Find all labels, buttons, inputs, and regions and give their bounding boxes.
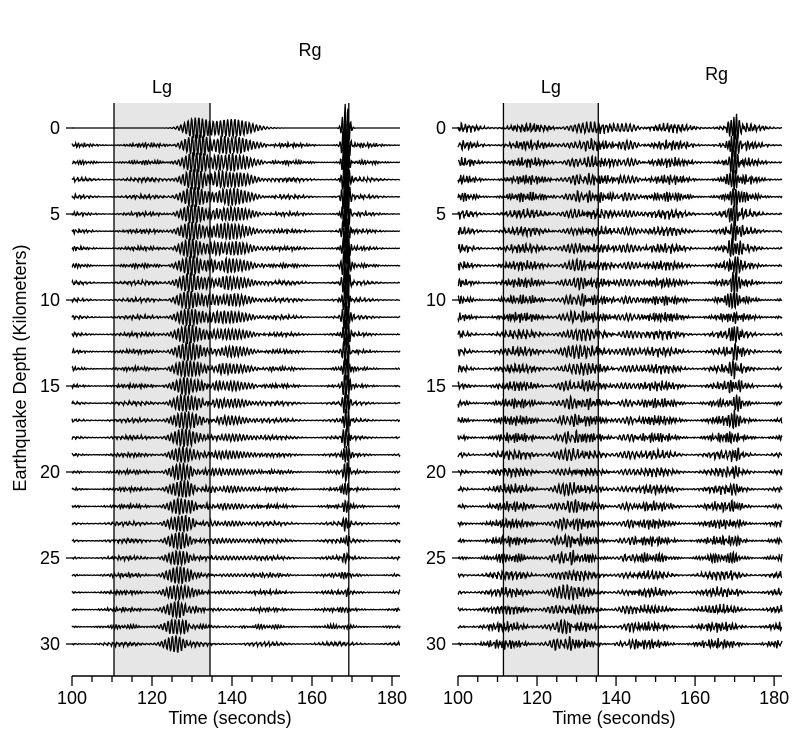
- lg-phase-label: Lg: [541, 77, 561, 97]
- seismogram-trace: [71, 635, 401, 653]
- x-tick-label: 120: [522, 688, 552, 708]
- x-tick-label: 180: [759, 688, 789, 708]
- seismogram-trace: [457, 256, 783, 279]
- x-tick-label: 100: [443, 688, 473, 708]
- seismogram-trace: [457, 409, 783, 430]
- x-axis-title: Time (seconds): [168, 708, 291, 728]
- seismogram-trace: [457, 549, 783, 566]
- seismogram-trace: [457, 603, 783, 616]
- seismogram-trace: [71, 391, 401, 414]
- traces: [457, 113, 783, 651]
- seismogram-trace: [457, 499, 783, 515]
- seismogram-trace: [457, 378, 783, 394]
- seismogram-trace: [71, 211, 401, 249]
- seismogram-trace: [72, 103, 400, 153]
- x-tick-label: 140: [601, 688, 631, 708]
- seismogram-trace: [71, 532, 401, 550]
- seismogram-trace: [71, 319, 401, 349]
- y-tick-label: 0: [50, 118, 60, 138]
- seismogram-trace: [457, 516, 783, 533]
- seismogram-trace: [71, 283, 401, 320]
- y-tick-label: 20: [40, 462, 60, 482]
- seismogram-trace: [71, 337, 401, 366]
- y-tick-label: 25: [426, 548, 446, 568]
- seismogram-trace: [457, 568, 783, 583]
- seismogram-trace: [457, 200, 783, 227]
- seismogram-trace: [71, 446, 401, 464]
- seismogram-trace: [457, 532, 783, 549]
- seismogram-trace: [71, 302, 401, 331]
- seismogram-trace: [71, 374, 401, 399]
- y-axis-title: Earthquake Depth (Kilometers): [10, 244, 30, 491]
- seismogram-trace: [457, 465, 783, 480]
- y-tick-label: 5: [50, 204, 60, 224]
- x-tick-label: 180: [377, 688, 407, 708]
- y-tick-label: 20: [426, 462, 446, 482]
- seismogram-trace: [457, 358, 783, 380]
- left-record-section: Lg Rg 0 5 10 15 20 25 30 100 120 140 160 180 Time (sec…: [40, 40, 407, 728]
- y-tick-label: 25: [40, 548, 60, 568]
- x-tick-label: 100: [57, 688, 87, 708]
- x-tick-label: 160: [680, 688, 710, 708]
- seismogram-trace: [71, 496, 401, 515]
- seismogram-trace: [457, 168, 783, 191]
- rg-phase-label: Rg: [705, 64, 728, 84]
- seismogram-trace: [71, 549, 401, 568]
- y-tick-label: 10: [40, 290, 60, 310]
- seismogram-trace: [457, 238, 783, 257]
- seismogram-trace: [457, 188, 783, 208]
- seismogram-trace: [457, 446, 783, 462]
- seismogram-trace: [457, 584, 783, 601]
- seismogram-trace: [457, 393, 783, 412]
- seismogram-trace: [457, 308, 783, 325]
- x-tick-label: 120: [137, 688, 167, 708]
- y-tick-label: 30: [426, 634, 446, 654]
- seismogram-trace: [71, 428, 401, 449]
- x-tick-label: 140: [217, 688, 247, 708]
- seismogram-trace: [457, 290, 783, 311]
- seismogram-trace: [71, 565, 401, 585]
- seismogram-trace: [71, 120, 401, 169]
- y-tick-label: 30: [40, 634, 60, 654]
- seismogram-trace: [457, 217, 783, 246]
- y-tick-label: 0: [436, 118, 446, 138]
- seismogram-trace: [71, 230, 401, 265]
- seismogram-trace: [71, 514, 401, 533]
- seismogram-trace: [457, 147, 783, 175]
- y-tick-label: 5: [436, 204, 446, 224]
- seismogram-trace: [457, 636, 783, 651]
- seismogram-trace: [457, 428, 783, 446]
- seismogram-trace: [71, 194, 401, 235]
- seismogram-trace: [457, 113, 782, 140]
- seismogram-trace: [71, 618, 401, 636]
- rg-phase-label: Rg: [298, 40, 321, 60]
- y-tick-label: 15: [426, 376, 446, 396]
- seismogram-trace: [71, 479, 401, 498]
- x-axis-title: Time (seconds): [552, 708, 675, 728]
- traces: [71, 103, 401, 653]
- seismogram-trace: [457, 326, 783, 345]
- seismogram-trace: [457, 271, 783, 298]
- seismogram-trace: [457, 342, 783, 361]
- seismogram-trace: [71, 583, 401, 602]
- seismogram-trace: [71, 599, 401, 620]
- seismogram-trace: [457, 129, 783, 159]
- y-tick-label: 10: [426, 290, 446, 310]
- seismogram-trace: [457, 618, 783, 635]
- seismogram-trace: [71, 138, 400, 184]
- seismogram-trace: [71, 409, 401, 433]
- seismogram-trace: [457, 481, 783, 498]
- lg-phase-label: Lg: [152, 77, 172, 97]
- x-tick-label: 160: [297, 688, 327, 708]
- right-record-section: Lg Rg 0 5 10 15 20 25 30 100 120 140 160 180 Time (sec…: [426, 64, 789, 728]
- y-tick-label: 15: [40, 376, 60, 396]
- seismogram-trace: [71, 461, 401, 484]
